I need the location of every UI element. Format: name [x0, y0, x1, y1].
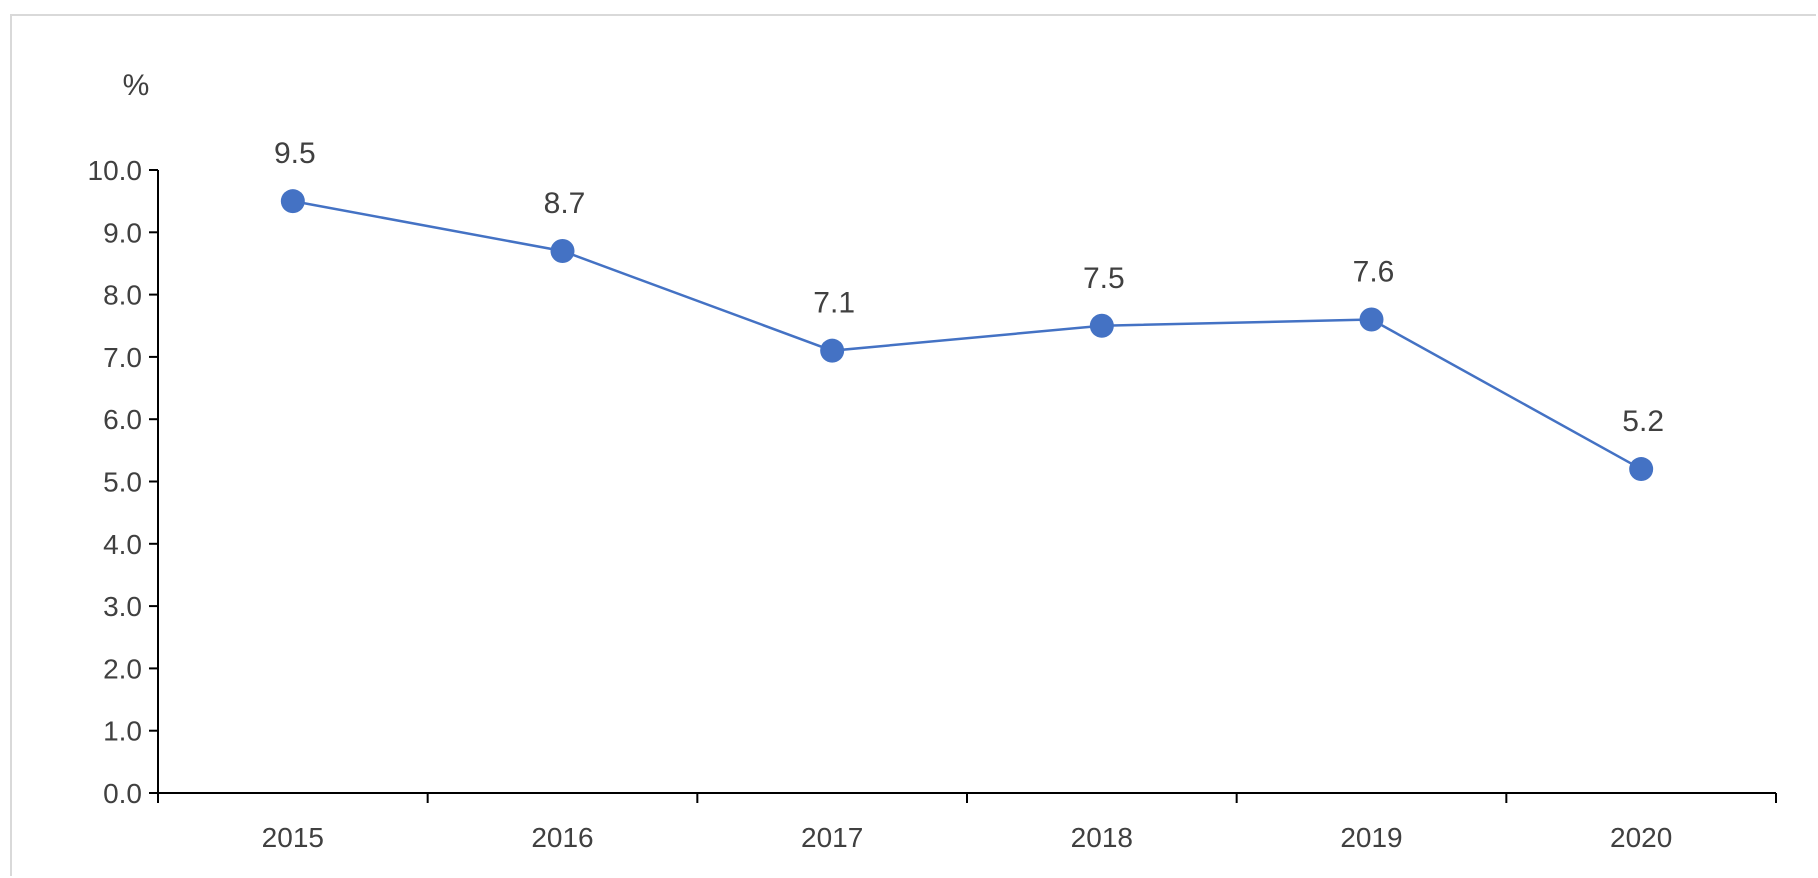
y-tick-label: 10.0	[88, 155, 143, 186]
data-point-2019	[1359, 307, 1384, 332]
axes	[157, 170, 1776, 794]
labels-layer: 9.5 8.7 7.1 7.5 7.6 5.2	[274, 137, 1664, 438]
y-tick-label: 1.0	[103, 716, 142, 747]
data-label-2018: 7.5	[1083, 262, 1125, 295]
y-ticks: 0.0 1.0 2.0 3.0 4.0 5.0 6.0 7.0 8.0 9.0 10.0	[88, 155, 158, 809]
chart-frame	[10, 14, 1816, 876]
x-tick-label: 2019	[1340, 822, 1402, 853]
data-point-2018	[1089, 313, 1114, 338]
x-ticks: 2015 2016 2017 2018 2019 2020	[157, 793, 1777, 853]
y-tick-label: 3.0	[103, 591, 142, 622]
data-label-2015: 9.5	[274, 137, 316, 170]
x-tick-label: 2015	[262, 822, 324, 853]
y-tick-label: 8.0	[103, 280, 142, 311]
data-label-2019: 7.6	[1353, 256, 1395, 289]
data-label-2017: 7.1	[813, 287, 855, 320]
series-line	[292, 199, 1642, 471]
series-layer	[280, 189, 1654, 482]
y-tick-label: 5.0	[103, 467, 142, 498]
data-point-2017	[820, 338, 845, 363]
x-tick-label: 2016	[531, 822, 593, 853]
y-tick-label: 6.0	[103, 404, 142, 435]
y-tick-label: 2.0	[103, 653, 142, 684]
y-tick-label: 7.0	[103, 342, 142, 373]
x-tick-label: 2018	[1071, 822, 1133, 853]
data-label-2020: 5.2	[1622, 405, 1664, 438]
data-point-2020	[1629, 457, 1654, 482]
y-tick-label: 9.0	[103, 217, 142, 248]
x-tick-label: 2017	[801, 822, 863, 853]
y-axis-unit-label: %	[123, 69, 150, 102]
y-tick-label: 0.0	[103, 778, 142, 809]
data-label-2016: 8.7	[544, 187, 586, 220]
data-point-2016	[550, 238, 575, 263]
data-point-2015	[280, 189, 305, 214]
x-tick-label: 2020	[1610, 822, 1672, 853]
y-tick-label: 4.0	[103, 529, 142, 560]
